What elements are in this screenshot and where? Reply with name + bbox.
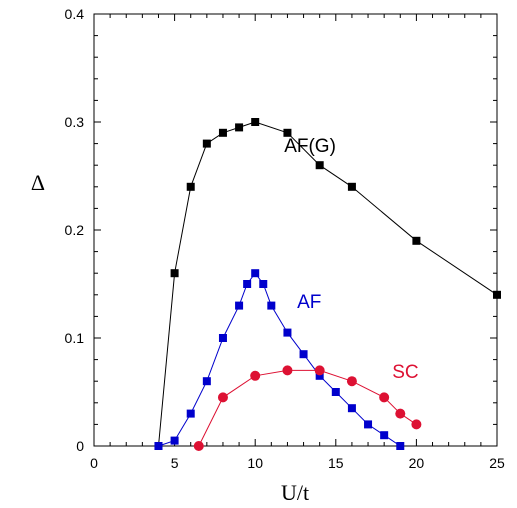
data-point-af [380,431,389,440]
y-tick-label: 0 [76,438,84,454]
y-tick-label: 0.4 [65,6,85,22]
data-point-af-g [283,128,292,137]
data-point-af [202,377,211,386]
data-point-af [364,420,373,429]
x-tick-label: 10 [247,455,263,471]
x-tick-label: 15 [328,455,344,471]
data-point-af [331,388,340,396]
data-point-sc [346,376,357,387]
data-point-af [170,436,179,445]
x-axis-label: U/t [281,480,309,505]
data-point-af [235,301,244,310]
data-point-sc [395,408,406,419]
data-point-af-g [218,128,227,137]
series-label-af-g: AF(G) [284,136,336,157]
y-tick-label: 0.2 [65,222,85,238]
data-point-af-g [347,182,356,191]
series-label-af: AF [297,292,321,313]
data-point-sc [217,392,228,403]
data-point-af [315,371,324,380]
axis-tick-labels: 0 5 10 15 20 25 0 0.1 0.2 0.3 0.4 [65,6,505,471]
data-point-af [283,328,292,337]
series-labels: AF(G) AF SC [284,136,418,383]
data-point-af [186,409,195,418]
y-axis-label: Δ [31,170,45,195]
data-point-af [154,442,163,450]
x-tick-label: 5 [171,455,179,471]
data-point-sc [379,392,390,403]
data-point-af [259,280,268,288]
x-tick-label: 0 [90,455,98,471]
data-point-af-g [315,161,324,170]
data-point-af-g [170,269,179,278]
data-point-af-g [235,123,244,132]
x-tick-label: 20 [409,455,425,471]
data-point-sc [250,370,261,381]
data-point-af [396,442,405,450]
data-point-af [299,350,308,359]
data-point-af [251,269,260,278]
data-point-af-g [493,290,501,299]
series-line-af [158,272,401,447]
y-tick-label: 0.1 [65,330,85,346]
data-point-af-g [412,236,421,245]
data-point-af-g [251,118,260,126]
series-markers [154,118,501,451]
data-point-af [267,301,276,310]
series-lines [158,121,498,447]
x-tick-label: 25 [489,455,505,471]
data-point-af [243,280,252,288]
data-point-sc [411,419,422,430]
series-label-sc: SC [392,362,418,383]
data-point-sc [314,365,325,376]
data-point-af-g [186,182,195,191]
data-point-sc [282,365,293,376]
y-tick-label: 0.3 [65,114,85,130]
plot-frame [93,13,498,447]
series-line-af-g [158,121,498,447]
data-point-af [218,334,227,342]
data-point-sc [193,441,204,451]
data-point-af-g [202,139,211,148]
data-point-af [347,404,356,413]
axis-ticks [93,13,498,447]
